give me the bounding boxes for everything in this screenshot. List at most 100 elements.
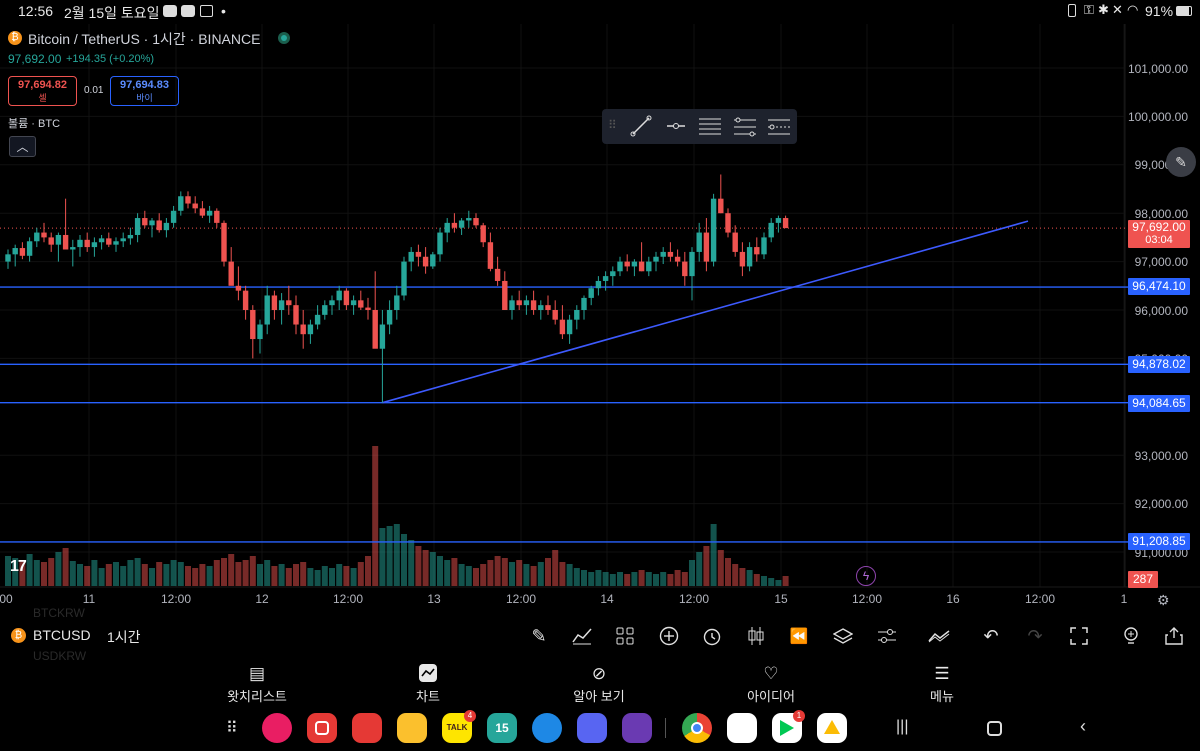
calendar-app-icon[interactable]: 15 — [487, 713, 517, 743]
hline-price-tag[interactable]: 94,084.65 — [1128, 395, 1190, 412]
nav-chart[interactable]: 차트 — [383, 664, 473, 705]
market-status-dot[interactable] — [278, 32, 290, 44]
volume-bar — [127, 560, 134, 586]
edit-drawing-fab[interactable]: ✎ — [1166, 147, 1196, 177]
candle-body — [516, 300, 522, 306]
layers-icon[interactable] — [829, 622, 857, 650]
nav-explore[interactable]: ⊘ 알아 보기 — [554, 664, 644, 705]
fullscreen-icon[interactable] — [1065, 622, 1093, 650]
time-tick: 14 — [600, 592, 614, 606]
status-time: 12:56 — [18, 3, 54, 19]
status-bar: 12:56 2월 15일 토요일 • ⚿ ✱ ✕ ◠ 91% — [0, 0, 1200, 24]
indicators-icon[interactable] — [568, 622, 596, 650]
trend-line-tool-icon[interactable] — [630, 115, 652, 137]
candle-body — [739, 251, 746, 267]
symbol-selector[interactable]: BTCUSD — [33, 627, 91, 643]
candle-body — [617, 261, 623, 272]
chart-settings-icon[interactable]: ⚙ — [1157, 592, 1170, 608]
hline-price-tag[interactable]: 96,474.10 — [1128, 278, 1190, 295]
back-nav-button[interactable]: ‹ — [1080, 716, 1086, 736]
redo-icon[interactable]: ↷ — [1027, 625, 1043, 646]
candle-body — [336, 290, 342, 301]
buy-button[interactable]: 97,694.83 바이 — [110, 76, 179, 106]
volume-bar — [732, 564, 739, 586]
interval-selector[interactable]: 1시간 — [107, 629, 141, 645]
volume-bar — [393, 524, 400, 586]
settings-sliders-icon[interactable] — [873, 622, 901, 650]
candle-body — [386, 310, 393, 325]
volume-bar — [185, 566, 191, 586]
candle-body — [466, 218, 472, 221]
compare-add-icon[interactable] — [655, 622, 683, 650]
publish-idea-icon[interactable] — [1117, 622, 1145, 650]
volume-bar — [516, 560, 523, 586]
nav-menu[interactable]: ☰ 메뉴 — [897, 664, 987, 705]
candle-body — [62, 234, 69, 250]
candle-body — [372, 310, 378, 349]
discord-app-icon[interactable] — [577, 713, 607, 743]
volume-bar — [228, 554, 235, 586]
volume-bar — [257, 564, 263, 586]
my-files-app-icon[interactable] — [397, 713, 427, 743]
recents-nav-button[interactable]: ||| — [896, 718, 909, 735]
apps-grid-icon[interactable]: ⠿ — [226, 720, 238, 737]
share-icon[interactable] — [1160, 622, 1188, 650]
volume-bar — [775, 580, 782, 586]
trading-panel-icon[interactable] — [925, 622, 953, 650]
layouts-icon[interactable] — [611, 622, 639, 650]
volume-bar — [530, 566, 537, 586]
candle-body — [250, 310, 256, 340]
volume-bar — [213, 560, 220, 586]
volume-bar — [660, 572, 667, 586]
volume-bar — [609, 574, 616, 586]
candle-body — [624, 261, 630, 267]
current-price: 97,692.00 — [1132, 220, 1186, 234]
volume-bar — [249, 556, 256, 586]
price-tick: 96,000.00 — [1134, 304, 1188, 318]
play-store-app-icon[interactable] — [772, 713, 802, 743]
candlestick-chart[interactable] — [0, 24, 1200, 610]
sell-button[interactable]: 97,694.82 셀 — [8, 76, 77, 106]
parallel-channel-tool-icon[interactable] — [698, 115, 722, 137]
volume-tag: 287 — [1128, 571, 1158, 588]
time-tick: 16 — [946, 592, 960, 606]
bluetooth-icon: ✱ — [1098, 2, 1109, 17]
volume-bar — [509, 562, 515, 586]
replay-icon[interactable]: ⏪ — [789, 628, 809, 645]
nav-ideas[interactable]: ♡ 아이디어 — [726, 664, 816, 705]
messages-app-icon[interactable] — [532, 713, 562, 743]
home-nav-button[interactable] — [987, 721, 1002, 736]
volume-bar — [62, 548, 69, 586]
hline-price-tag[interactable]: 94,878.02 — [1128, 356, 1190, 373]
horizontal-ray-tool-icon[interactable] — [665, 115, 687, 137]
candle-body — [545, 305, 551, 310]
drawing-tools-icon[interactable]: ✎ — [531, 625, 547, 646]
recent-apps-icon[interactable] — [727, 713, 757, 743]
candle-body — [5, 254, 11, 262]
google-drive-app-icon[interactable] — [817, 713, 847, 743]
camera-app-icon[interactable] — [307, 713, 337, 743]
candle-style-icon[interactable] — [742, 622, 770, 650]
hline-price-tag[interactable]: 91,208.85 — [1128, 533, 1190, 550]
candle-body — [257, 324, 263, 340]
bitcoin-logo-icon: ₿ — [11, 628, 26, 643]
lightning-icon[interactable]: ϟ — [856, 566, 876, 586]
drag-handle-icon[interactable]: ⠿ — [608, 118, 617, 132]
chrome-app-icon[interactable] — [682, 713, 712, 743]
collapse-legend-button[interactable]: ︿ — [9, 136, 36, 157]
candle-body — [746, 247, 753, 267]
alert-clock-icon[interactable] — [698, 622, 726, 650]
symbol-title[interactable]: Bitcoin / TetherUS · 1시간 · BINANCE — [28, 31, 261, 47]
chart-icon — [419, 664, 437, 682]
undo-icon[interactable]: ↶ — [983, 625, 999, 646]
nav-chart-label: 차트 — [416, 689, 440, 704]
time-tick: 1 — [1120, 592, 1128, 606]
ghost-symbol-bottom: USDKRW — [33, 649, 87, 663]
fib-retracement-tool-icon[interactable] — [733, 115, 757, 137]
blossom-app-icon[interactable] — [262, 713, 292, 743]
nav-watchlist[interactable]: ▤ 왓치리스트 — [212, 664, 302, 705]
fib-extension-tool-icon[interactable] — [767, 115, 791, 137]
notes-app-icon[interactable] — [352, 713, 382, 743]
game-launcher-app-icon[interactable] — [622, 713, 652, 743]
buy-label: 바이 — [136, 93, 153, 103]
